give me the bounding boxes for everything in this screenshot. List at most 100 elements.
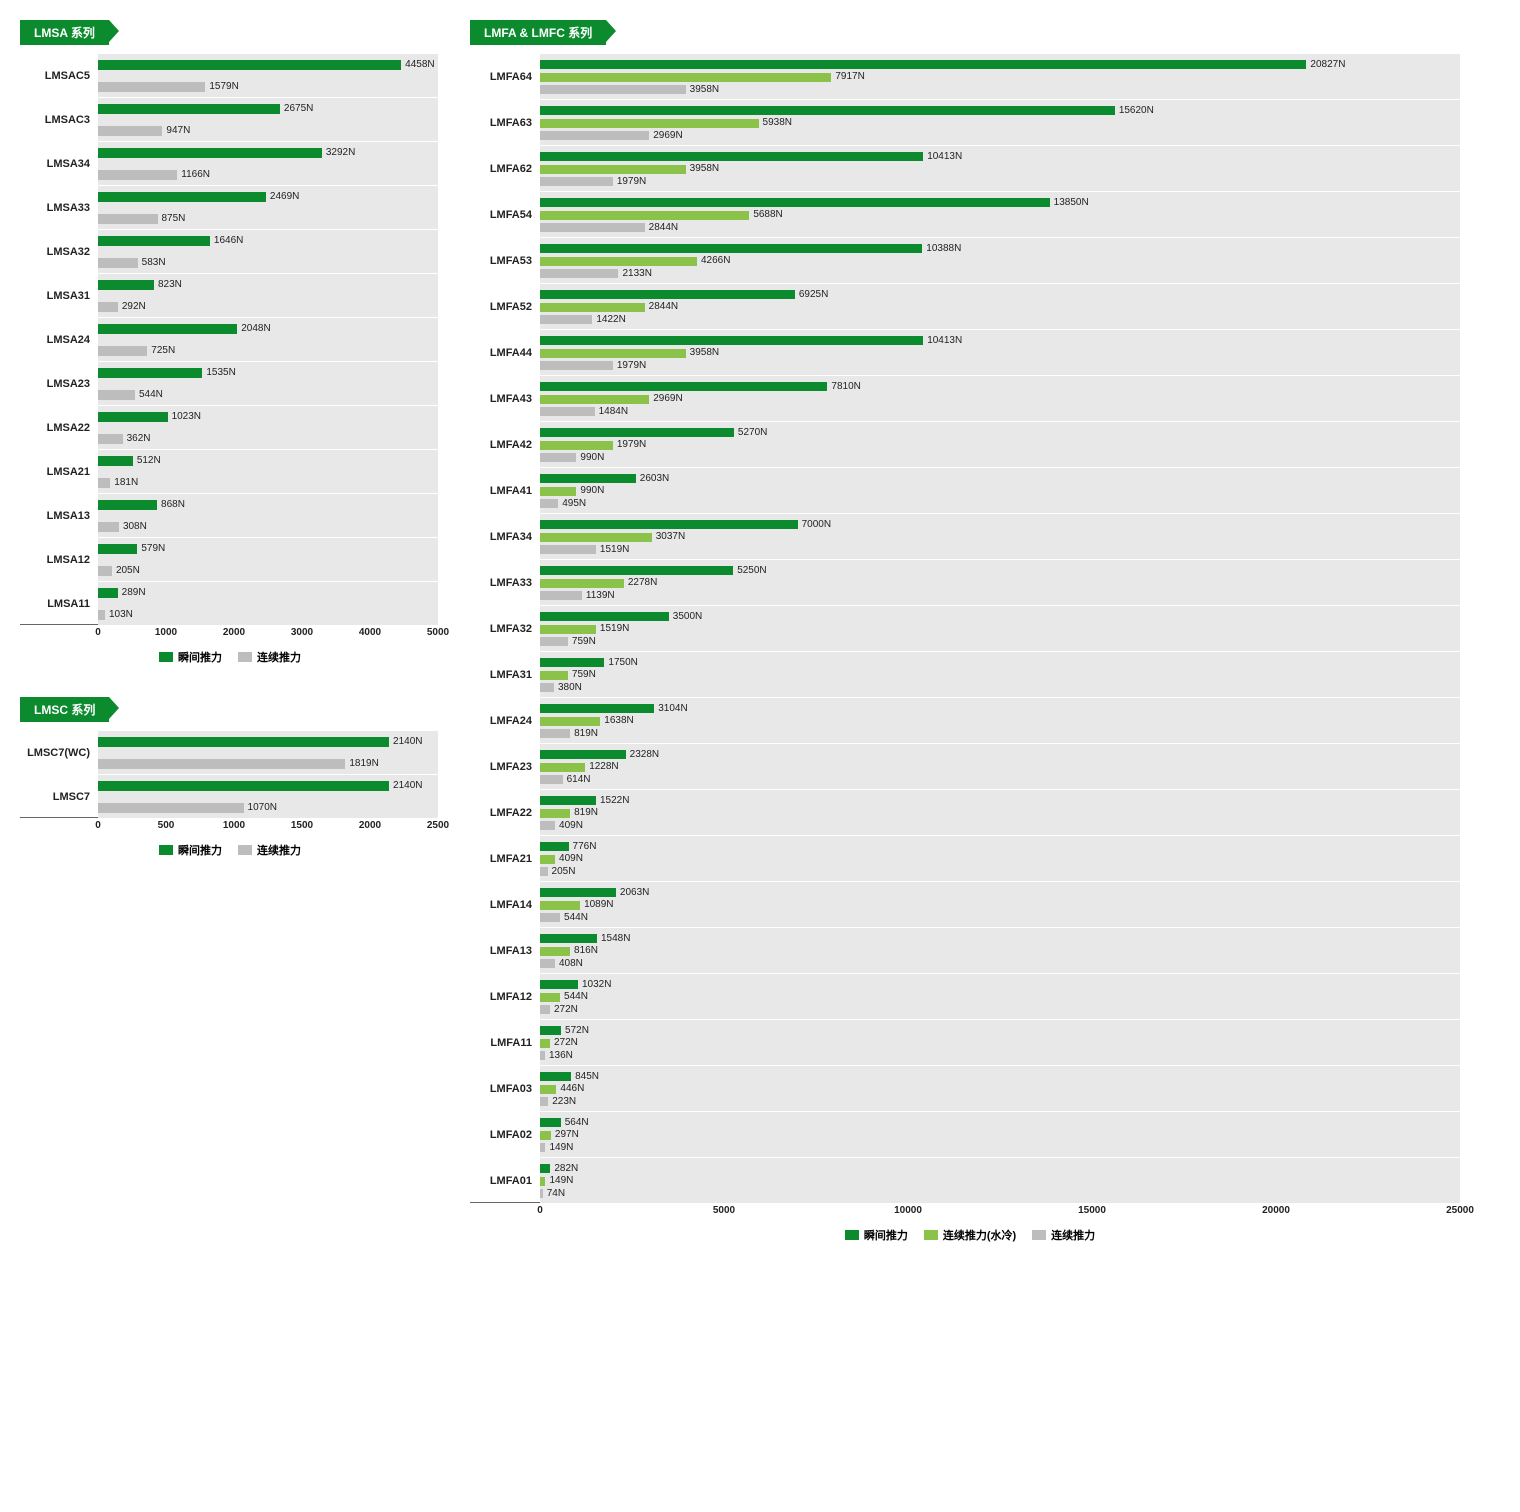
row-background <box>540 836 1460 881</box>
chart-row: LMFA347000N3037N1519N <box>470 513 1460 559</box>
bar-label: 819N <box>570 728 598 739</box>
bar-label: 1548N <box>597 933 630 944</box>
bar-peak <box>540 842 569 851</box>
row-label: LMFA14 <box>470 899 540 911</box>
x-tick: 25000 <box>1446 1205 1474 1216</box>
row-background <box>540 790 1460 835</box>
bar-label: 614N <box>563 774 591 785</box>
bar-label: 7917N <box>831 71 864 82</box>
bar-label: 544N <box>135 389 163 400</box>
bar-label: 3958N <box>686 84 719 95</box>
chart-row: LMFA425270N1979N990N <box>470 421 1460 467</box>
bar-label: 990N <box>576 452 604 463</box>
legend: 瞬间推力连续推力 <box>20 842 440 860</box>
bar-water <box>540 579 624 588</box>
chart-row: LMFA437810N2969N1484N <box>470 375 1460 421</box>
bar-label: 181N <box>110 477 138 488</box>
chart-title: LMSC 系列 <box>20 697 109 722</box>
bar-cont <box>540 361 613 370</box>
bar-water <box>540 441 613 450</box>
bar-peak <box>540 198 1050 207</box>
legend-item-water: 连续推力(水冷) <box>924 1227 1016 1243</box>
row-label: LMSA31 <box>20 290 98 302</box>
bar-peak <box>540 428 734 437</box>
bar-water <box>540 993 560 1002</box>
x-tick: 5000 <box>713 1205 735 1216</box>
bar-label: 816N <box>570 945 598 956</box>
bar-label: 409N <box>555 820 583 831</box>
row-label: LMSA24 <box>20 334 98 346</box>
bar-peak <box>540 750 626 759</box>
bar-cont <box>540 131 649 140</box>
bar-water <box>540 809 570 818</box>
chart-row: LMFA5310388N4266N2133N <box>470 237 1460 283</box>
chart-row: LMFA142063N1089N544N <box>470 881 1460 927</box>
bar-cont <box>540 269 618 278</box>
bar-label: 289N <box>118 587 146 598</box>
row-background <box>540 468 1460 513</box>
x-tick: 10000 <box>894 1205 922 1216</box>
row-label: LMFA24 <box>470 715 540 727</box>
x-tick: 1000 <box>223 820 245 831</box>
legend-label: 连续推力 <box>257 649 301 665</box>
chart-row: LMSA221023N362N <box>20 405 438 449</box>
row-background <box>540 652 1460 697</box>
bar-label: 2844N <box>645 301 678 312</box>
plot-area: LMFA6420827N7917N3958NLMFA6315620N5938N2… <box>470 53 1460 1203</box>
row-label: LMFA54 <box>470 209 540 221</box>
bar-label: 544N <box>560 991 588 1002</box>
bar-water <box>540 165 686 174</box>
bar-label: 1519N <box>596 544 629 555</box>
bar-cont <box>98 170 177 180</box>
chart-row: LMSA21512N181N <box>20 449 438 493</box>
bar-label: 297N <box>551 1129 579 1140</box>
bar-cont <box>98 390 135 400</box>
bar-peak <box>540 980 578 989</box>
bar-label: 380N <box>554 682 582 693</box>
row-label: LMSA34 <box>20 158 98 170</box>
chart-row: LMFA6420827N7917N3958N <box>470 53 1460 99</box>
row-label: LMSC7(WC) <box>20 747 98 759</box>
bar-water <box>540 395 649 404</box>
row-label: LMSC7 <box>20 791 98 803</box>
bar-label: 1166N <box>177 169 210 180</box>
bar-label: 272N <box>550 1004 578 1015</box>
bar-label: 572N <box>561 1025 589 1036</box>
bar-label: 362N <box>123 433 151 444</box>
bar-cont <box>540 913 560 922</box>
legend-label: 连续推力 <box>1051 1227 1095 1243</box>
legend-item-cont: 连续推力 <box>238 649 301 665</box>
bar-label: 13850N <box>1050 197 1089 208</box>
legend-item-peak: 瞬间推力 <box>159 842 222 858</box>
bar-label: 1979N <box>613 176 646 187</box>
chart-row: LMFA4410413N3958N1979N <box>470 329 1460 375</box>
chart-row: LMSA332469N875N <box>20 185 438 229</box>
x-tick: 3000 <box>291 627 313 638</box>
bar-label: 3292N <box>322 147 355 158</box>
chart-row: LMSC7(WC)2140N1819N <box>20 730 438 774</box>
bar-peak <box>540 1118 561 1127</box>
row-label: LMSA23 <box>20 378 98 390</box>
bar-label: 136N <box>545 1050 573 1061</box>
bar-label: 5938N <box>759 117 792 128</box>
row-label: LMFA01 <box>470 1175 540 1187</box>
bar-peak <box>98 781 389 791</box>
bar-peak <box>98 236 210 246</box>
chart-row: LMSAC32675N947N <box>20 97 438 141</box>
chart-row: LMFA221522N819N409N <box>470 789 1460 835</box>
bar-peak <box>540 658 604 667</box>
x-tick: 20000 <box>1262 1205 1290 1216</box>
bar-water <box>540 1131 551 1140</box>
legend-swatch <box>924 1230 938 1240</box>
row-label: LMFA33 <box>470 577 540 589</box>
bar-water <box>540 947 570 956</box>
row-label: LMFA44 <box>470 347 540 359</box>
bar-label: 149N <box>545 1142 573 1153</box>
plot-area: LMSC7(WC)2140N1819NLMSC72140N1070N <box>20 730 438 818</box>
row-background <box>540 1020 1460 1065</box>
chart-row: LMSA231535N544N <box>20 361 438 405</box>
bar-peak <box>98 500 157 510</box>
bar-label: 759N <box>568 636 596 647</box>
bar-label: 2278N <box>624 577 657 588</box>
chart-row: LMFA01282N149N74N <box>470 1157 1460 1203</box>
